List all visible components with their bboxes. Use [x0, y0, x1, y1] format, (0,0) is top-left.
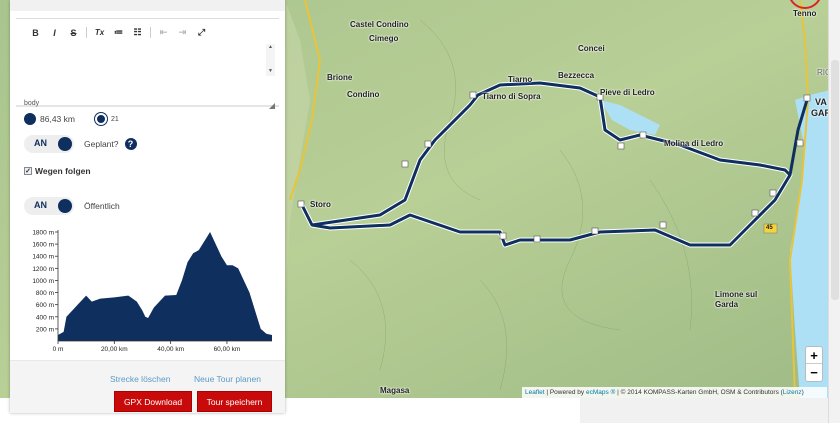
remove-format-icon[interactable]: Tx — [94, 28, 105, 37]
toggle-label: AN — [34, 200, 47, 210]
zoom-in-button[interactable]: + — [806, 347, 822, 364]
panel-header — [10, 0, 285, 11]
divider — [86, 27, 87, 38]
bulleted-list-icon[interactable]: ☷ — [133, 27, 142, 37]
x-tick-label: 40,00 km — [157, 346, 184, 353]
help-icon[interactable]: ? — [124, 138, 137, 150]
public-toggle[interactable]: AN — [24, 197, 74, 215]
follow-roads-label: Wegen folgen — [35, 166, 91, 176]
y-tick-label: 600 m — [36, 302, 54, 309]
y-tick-label: 200 m — [36, 326, 54, 333]
y-tick-label: 1400 m — [32, 254, 54, 261]
toggle-knob — [58, 199, 72, 213]
x-tick-label: 20,00 km — [101, 346, 128, 353]
attribution-text: ) — [801, 389, 804, 396]
attribution-text: | Powered by — [544, 389, 586, 396]
place-label: Condino — [347, 90, 380, 99]
road-number: 45 — [766, 225, 773, 231]
delete-route-link[interactable]: Strecke löschen — [110, 374, 171, 384]
y-tick-label: 1200 m — [32, 266, 54, 273]
page-background — [580, 398, 828, 423]
x-tick-label: 0 m — [53, 346, 64, 353]
place-label: Pieve di Ledro — [600, 88, 655, 97]
editor-scrollbar[interactable]: ▲ ▼ — [266, 44, 275, 76]
panel-footer: Strecke löschen Neue Tour planen GPX Dow… — [10, 360, 285, 413]
resize-handle-icon[interactable] — [269, 103, 275, 109]
place-label: Concei — [578, 44, 605, 53]
license-link[interactable]: Lizenz — [782, 389, 802, 396]
indent-icon[interactable]: ⇥ — [178, 27, 187, 37]
place-label: Tiarno di Sopra — [482, 92, 541, 101]
numbered-list-icon[interactable]: ≔ — [114, 27, 123, 37]
lake-ledro — [600, 100, 660, 135]
zoom-control: + − — [805, 346, 823, 382]
maximize-icon[interactable]: ⤢ — [197, 27, 206, 37]
place-label: Bezzecca — [558, 71, 595, 80]
leaflet-link[interactable]: Leaflet — [525, 389, 545, 396]
scrollbar-thumb[interactable] — [831, 60, 839, 300]
lake-garda — [790, 90, 830, 398]
place-label: Storo — [310, 200, 331, 209]
place-label: Tenno — [793, 9, 817, 18]
zoom-out-button[interactable]: − — [810, 365, 818, 380]
strikethrough-icon[interactable]: S — [70, 27, 77, 38]
tour-stats: 86,43 km 21 — [24, 113, 119, 125]
gpx-download-button[interactable]: GPX Download — [114, 391, 192, 412]
x-tick-label: 60,00 km — [214, 346, 241, 353]
public-label: Öffentlich — [84, 201, 120, 211]
planned-toggle[interactable]: AN — [24, 135, 74, 153]
elevation-area — [58, 232, 272, 341]
italic-icon[interactable]: I — [53, 27, 56, 38]
follow-roads-checkbox[interactable]: ✓ — [24, 167, 32, 175]
y-tick-label: 800 m — [36, 290, 54, 297]
place-label: Castel Condino — [350, 20, 409, 29]
planned-label: Geplant? — [84, 139, 119, 149]
waypoint-count: 21 — [110, 115, 119, 123]
tour-panel: B I S Tx ≔ ☷ ⇤ ⇥ ⤢ ▲ ▼ body 86,43 km 21 A… — [10, 0, 285, 413]
place-label: RIC — [817, 68, 831, 77]
y-tick-label: 1000 m — [32, 278, 54, 285]
ecmaps-link[interactable]: ecMaps ® — [585, 389, 616, 396]
save-tour-button[interactable]: Tour speichern — [197, 391, 272, 412]
route-waypoints — [297, 91, 811, 243]
place-label: GARD — [811, 108, 838, 118]
y-tick-label: 1600 m — [32, 242, 54, 249]
place-label: Magasa — [380, 386, 410, 395]
signpost-icon — [24, 113, 36, 125]
waypoint-count-icon — [94, 113, 107, 125]
place-label: VA — [815, 97, 827, 107]
toggle-label: AN — [34, 138, 47, 148]
attribution-text: | © 2014 KOMPASS-Karten GmbH, OSM & Cont… — [615, 389, 783, 396]
toggle-knob — [58, 137, 72, 151]
place-label: Garda — [715, 300, 739, 309]
divider — [150, 27, 151, 38]
editor-toolbar: B I S Tx ≔ ☷ ⇤ ⇥ ⤢ — [16, 19, 279, 38]
place-label: Cimego — [369, 34, 399, 43]
place-label: Limone sul — [715, 290, 758, 299]
page-scrollbar[interactable] — [828, 0, 840, 423]
elevation-profile-chart: 200 m 400 m 600 m 800 m 1000 m 1200 m 1400 m 16… — [32, 230, 272, 353]
place-label: Molina di Ledro — [664, 139, 724, 148]
map-attribution: Leaflet | Powered by ecMaps ® | © 2014 K… — [522, 387, 827, 398]
place-label: Brione — [327, 73, 353, 82]
new-tour-link[interactable]: Neue Tour planen — [194, 374, 261, 384]
y-tick-label: 1800 m — [32, 230, 54, 237]
distance-value: 86,43 km — [40, 114, 75, 124]
y-tick-label: 400 m — [36, 314, 54, 321]
element-path: body — [24, 100, 40, 107]
description-editor[interactable]: B I S Tx ≔ ☷ ⇤ ⇥ ⤢ ▲ ▼ body — [16, 18, 279, 109]
bold-icon[interactable]: B — [32, 27, 39, 38]
outdent-icon[interactable]: ⇤ — [159, 27, 168, 37]
place-label: Tiarno — [508, 75, 533, 84]
